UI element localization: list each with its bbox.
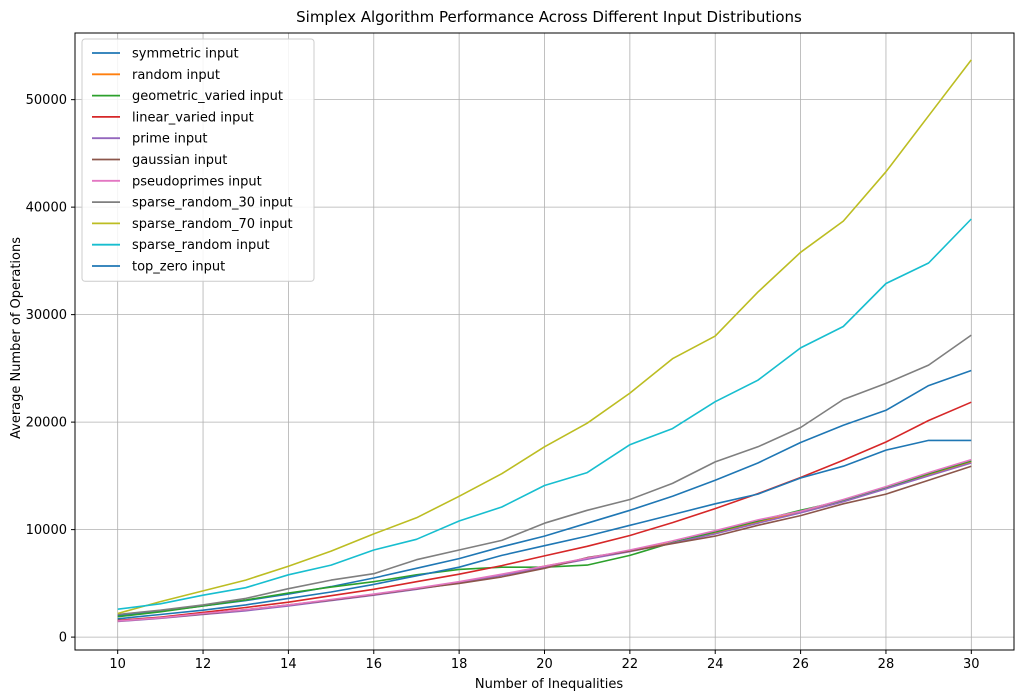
x-tick-label: 14: [280, 657, 297, 672]
legend-label: top_zero input: [132, 260, 225, 275]
y-axis-label: Average Number of Operations: [9, 237, 24, 439]
x-axis: 10 12 14 16 18 20 22 24 26 28 30: [109, 650, 980, 672]
y-tick-label: 0: [59, 631, 67, 646]
y-tick-label: 10000: [26, 523, 67, 538]
legend-label: sparse_random input: [132, 238, 270, 253]
series-line-6: [117, 458, 972, 622]
series-line-4: [117, 462, 972, 623]
series-line-7: [117, 334, 972, 616]
x-tick-label: 28: [878, 657, 895, 672]
series-line-3: [117, 401, 972, 622]
legend-label: prime input: [132, 132, 207, 147]
legend-label: gaussian input: [132, 153, 227, 168]
y-tick-label: 40000: [26, 201, 67, 216]
x-tick-label: 16: [365, 657, 382, 672]
chart-title: Simplex Algorithm Performance Across Dif…: [296, 8, 802, 26]
x-tick-label: 20: [536, 657, 553, 672]
legend-label: random input: [132, 68, 220, 83]
grid: [75, 33, 1014, 650]
series-line-9: [117, 218, 972, 610]
legend: symmetric input random input geometric_var…: [81, 38, 315, 282]
y-axis: 0 10000 20000 30000 40000 50000: [26, 93, 75, 646]
legend-box: [81, 38, 315, 282]
legend-label: linear_varied input: [132, 110, 254, 125]
x-tick-label: 10: [109, 657, 126, 672]
y-tick-label: 20000: [26, 416, 67, 431]
series-line-8: [117, 59, 972, 615]
x-tick-label: 30: [963, 657, 980, 672]
x-tick-label: 22: [622, 657, 639, 672]
x-axis-label: Number of Inequalities: [475, 677, 623, 692]
x-tick-label: 12: [195, 657, 212, 672]
x-tick-label: 18: [451, 657, 468, 672]
legend-label: pseudoprimes input: [132, 174, 262, 189]
y-tick-label: 30000: [26, 308, 67, 323]
series-lines: [117, 59, 972, 623]
x-tick-label: 26: [792, 657, 809, 672]
legend-label: geometric_varied input: [132, 89, 283, 104]
legend-label: sparse_random_30 input: [132, 196, 293, 211]
legend-label: sparse_random_70 input: [132, 217, 293, 232]
series-line-10: [117, 439, 972, 620]
legend-label: symmetric input: [132, 47, 239, 62]
x-tick-label: 24: [707, 657, 724, 672]
y-tick-label: 50000: [26, 93, 67, 108]
